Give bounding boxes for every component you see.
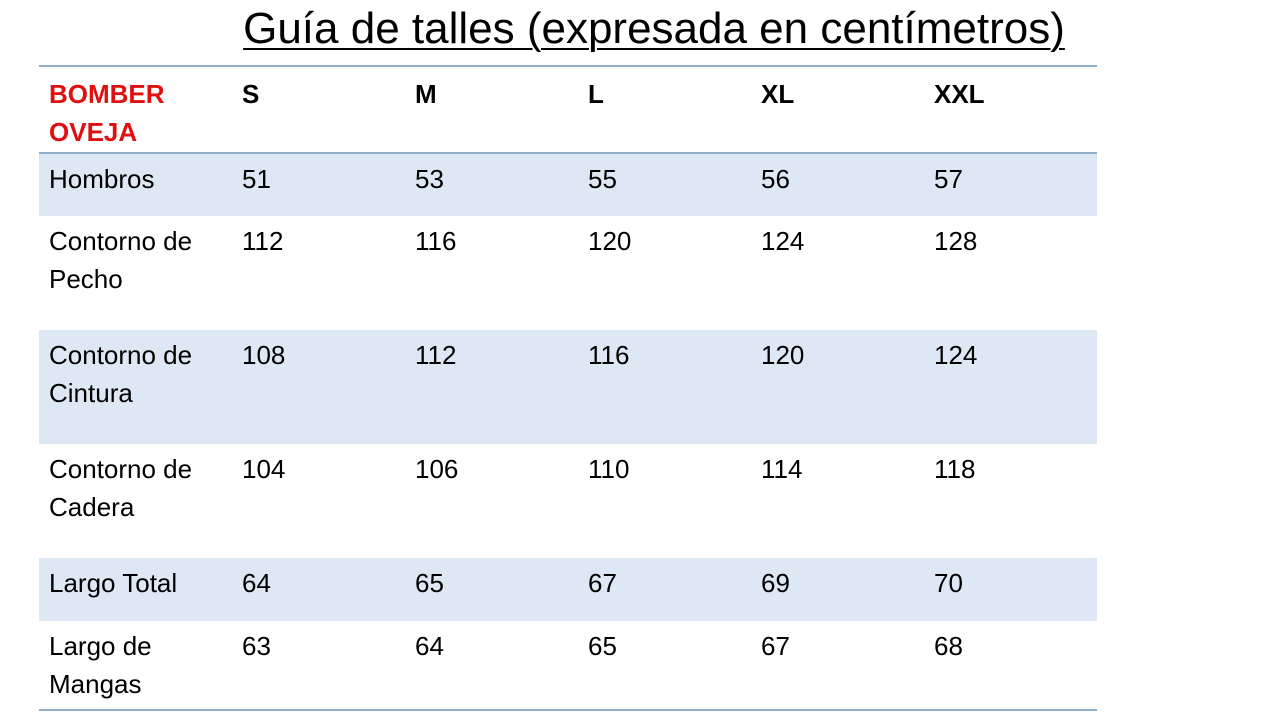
- table-cell: 56: [751, 153, 924, 216]
- table-cell: 55: [578, 153, 751, 216]
- table-cell: 114: [761, 454, 803, 484]
- measure-label-line1: Contorno de: [49, 454, 193, 484]
- table-cell: 112: [405, 330, 578, 444]
- table-cell: 116: [415, 226, 457, 256]
- size-header-m: M: [415, 79, 437, 109]
- measure-label: Largo de Mangas: [39, 621, 232, 710]
- measure-label-line1: Contorno de: [49, 226, 193, 256]
- size-table: BOMBER OVEJA S M L XL XXL Hombros 51 53 …: [39, 65, 1097, 711]
- measure-label: Contorno de Cadera: [39, 444, 232, 558]
- page-title: Guía de talles (expresada en centímetros…: [243, 4, 1065, 53]
- table-row: Largo de Mangas 63 64 65 67 68: [39, 621, 1097, 710]
- table-cell: 120: [588, 226, 632, 256]
- measure-label-line1: Contorno de: [49, 340, 193, 370]
- table-cell: 108: [232, 330, 405, 444]
- table-row: Hombros 51 53 55 56 57: [39, 153, 1097, 216]
- table-header-row: BOMBER OVEJA S M L XL XXL: [39, 66, 1097, 153]
- measure-label: Contorno de Cintura: [39, 330, 232, 444]
- table-cell: 65: [405, 558, 578, 621]
- product-name-header: BOMBER OVEJA: [39, 66, 232, 153]
- measure-label: Largo Total: [39, 558, 232, 621]
- measure-label-line2: Cintura: [49, 378, 133, 408]
- table-row: Contorno de Pecho 112 116 120 124 128: [39, 216, 1097, 330]
- table-cell: 124: [761, 226, 805, 256]
- table-cell: 112: [242, 226, 284, 256]
- table-cell: 128: [934, 226, 978, 256]
- measure-label: Contorno de Pecho: [39, 216, 232, 330]
- measure-label: Hombros: [39, 153, 232, 216]
- table-cell: 120: [751, 330, 924, 444]
- table-cell: 106: [415, 454, 459, 484]
- table-cell: 67: [761, 631, 790, 661]
- size-header-xl: XL: [761, 79, 795, 109]
- table-cell: 67: [578, 558, 751, 621]
- table-cell: 63: [242, 631, 271, 661]
- product-name-line1: BOMBER: [49, 79, 165, 109]
- product-name-line2: OVEJA: [49, 117, 138, 147]
- measure-label-line2: Pecho: [49, 264, 123, 294]
- measure-label-line1: Hombros: [49, 164, 155, 194]
- size-header-l: L: [588, 79, 604, 109]
- measure-label-line2: Mangas: [49, 669, 142, 699]
- measure-label-line2: Cadera: [49, 492, 135, 522]
- table-cell: 116: [578, 330, 751, 444]
- table-cell: 64: [415, 631, 444, 661]
- table-cell: 124: [924, 330, 1097, 444]
- table-row: Contorno de Cadera 104 106 110 114 118: [39, 444, 1097, 558]
- table-cell: 51: [232, 153, 405, 216]
- table-row: Largo Total 64 65 67 69 70: [39, 558, 1097, 621]
- table-cell: 70: [924, 558, 1097, 621]
- size-header-s: S: [242, 79, 260, 109]
- table-cell: 118: [934, 454, 976, 484]
- size-header-xxl: XXL: [934, 79, 985, 109]
- measure-label-line1: Largo Total: [49, 568, 178, 598]
- table-cell: 57: [924, 153, 1097, 216]
- table-row: Contorno de Cintura 108 112 116 120 124: [39, 330, 1097, 444]
- table-cell: 110: [588, 454, 630, 484]
- table-cell: 53: [405, 153, 578, 216]
- table-cell: 69: [751, 558, 924, 621]
- table-cell: 104: [242, 454, 286, 484]
- table-cell: 68: [934, 631, 963, 661]
- measure-label-line1: Largo de: [49, 631, 152, 661]
- table-cell: 65: [588, 631, 617, 661]
- table-cell: 64: [232, 558, 405, 621]
